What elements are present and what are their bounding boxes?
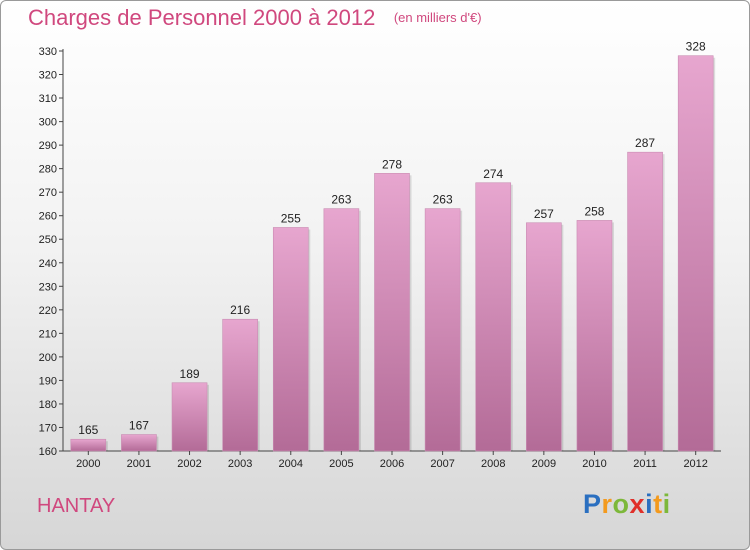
bar [576, 220, 613, 452]
title-row: Charges de Personnel 2000 à 2012 (en mil… [28, 5, 482, 31]
y-tick-label: 320 [39, 70, 57, 82]
logo-letter: t [653, 489, 663, 519]
y-tick-label: 330 [39, 46, 57, 58]
bar [424, 208, 461, 452]
y-tick-label: 290 [39, 140, 57, 152]
y-tick-label: 210 [39, 328, 57, 340]
bar-value-label: 287 [635, 136, 655, 150]
bar-value-label: 328 [686, 40, 706, 54]
bar-value-label: 258 [584, 204, 604, 218]
y-tick-label: 190 [39, 375, 57, 387]
bar [121, 434, 157, 452]
y-tick-label: 170 [39, 422, 57, 434]
x-tick-label: 2012 [683, 458, 707, 470]
x-tick-label: 2010 [582, 458, 606, 470]
x-tick-label: 2007 [430, 458, 454, 470]
bar-value-label: 189 [180, 367, 200, 381]
bar [677, 55, 714, 452]
bar-value-label: 274 [483, 167, 503, 181]
proxiti-logo: Proxiti [583, 489, 671, 520]
bar [272, 227, 309, 452]
bar-value-label: 263 [433, 193, 453, 207]
y-tick-label: 260 [39, 211, 57, 223]
logo-letter: i [645, 489, 654, 519]
y-tick-label: 280 [39, 164, 57, 176]
bar-value-label: 165 [78, 423, 98, 437]
logo-letter: r [601, 489, 613, 519]
bar [323, 208, 360, 452]
x-tick-label: 2004 [279, 458, 303, 470]
x-tick-label: 2001 [127, 458, 151, 470]
bar [526, 222, 562, 452]
logo-letter: x [629, 489, 646, 519]
x-tick-label: 2009 [532, 458, 556, 470]
logo-letter: P [583, 489, 602, 519]
bar [70, 438, 107, 452]
x-tick-label: 2003 [228, 458, 252, 470]
bar [374, 173, 410, 452]
bar-value-label: 278 [382, 157, 402, 171]
x-tick-label: 2005 [329, 458, 353, 470]
y-tick-label: 310 [39, 93, 57, 105]
bar-value-label: 255 [281, 211, 301, 225]
chart-subtitle: (en milliers d'€) [393, 10, 482, 25]
y-tick-label: 240 [39, 258, 57, 270]
y-tick-label: 220 [39, 305, 57, 317]
x-tick-label: 2000 [76, 458, 100, 470]
logo-letter: o [612, 489, 630, 519]
y-tick-label: 200 [39, 352, 57, 364]
y-tick-label: 300 [39, 117, 57, 129]
y-tick-label: 160 [39, 446, 57, 458]
x-tick-label: 2006 [380, 458, 404, 470]
y-tick-label: 180 [39, 399, 57, 411]
y-tick-label: 230 [39, 281, 57, 293]
x-tick-label: 2008 [481, 458, 505, 470]
bar [475, 182, 512, 452]
x-tick-label: 2011 [633, 458, 657, 470]
bar-value-label: 257 [534, 207, 554, 221]
y-tick-label: 270 [39, 187, 57, 199]
bar-value-label: 216 [230, 303, 250, 317]
bar-value-label: 167 [129, 419, 149, 433]
x-tick-label: 2002 [177, 458, 201, 470]
place-name: HANTAY [37, 495, 116, 517]
bar [222, 318, 258, 452]
chart-title: Charges de Personnel 2000 à 2012 [28, 5, 376, 30]
logo-letter: i [662, 489, 671, 519]
bar [627, 151, 663, 452]
bar [171, 382, 208, 452]
bar-value-label: 263 [331, 193, 351, 207]
y-tick-label: 250 [39, 234, 57, 246]
